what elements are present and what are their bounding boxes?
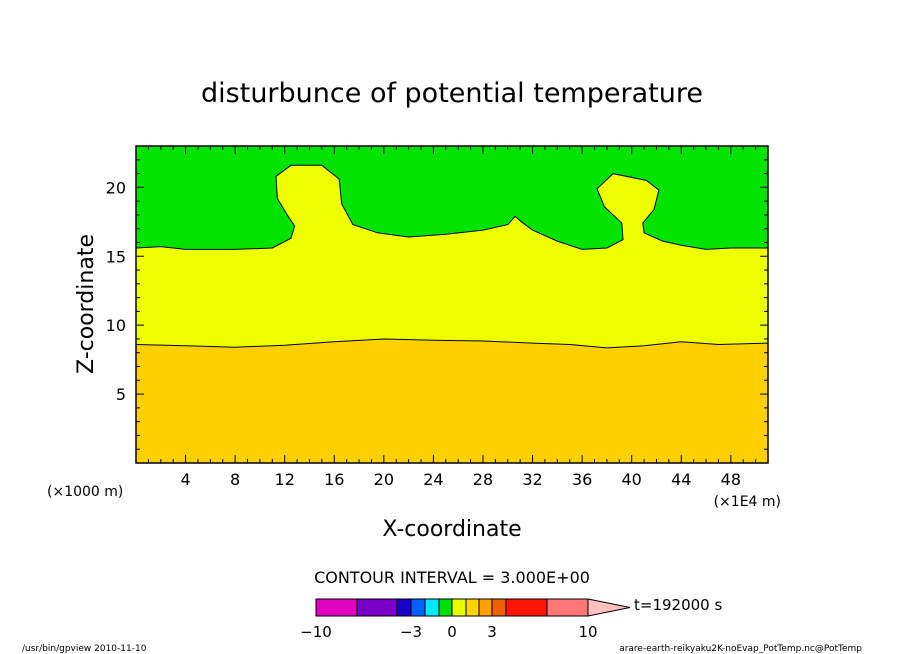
x-tick-label: 8 xyxy=(230,470,240,489)
footer-left: /usr/bin/gpview 2010-11-10 xyxy=(22,644,147,654)
x-unit-right: (×1E4 m) xyxy=(714,494,781,510)
region-lower xyxy=(136,339,768,463)
y-tick-label: 10 xyxy=(106,316,126,335)
colorbar-arrow xyxy=(587,598,631,617)
y-tick-label: 20 xyxy=(106,178,126,197)
colorbar: −10 −3 0 3 10 xyxy=(300,598,631,641)
y-tick-label: 5 xyxy=(116,385,126,404)
colorbar-tick-label: 0 xyxy=(447,623,457,641)
contour-interval-text: CONTOUR INTERVAL = 3.000E+00 xyxy=(314,568,590,587)
x-tick-label: 32 xyxy=(522,470,542,489)
plot-frame xyxy=(135,145,769,464)
x-tick-label: 16 xyxy=(324,470,344,489)
colorbar-segment xyxy=(410,598,426,617)
x-tick-label: 24 xyxy=(423,470,443,489)
time-label: t=192000 s xyxy=(634,596,722,614)
x-tick-label: 44 xyxy=(671,470,691,489)
x-axis-label: X-coordinate xyxy=(382,517,521,542)
x-unit-left: (×1000 m) xyxy=(47,484,123,500)
colorbar-segment xyxy=(424,598,440,617)
colorbar-segment xyxy=(465,598,480,617)
contour-line-upper xyxy=(135,164,768,250)
x-tick-label: 20 xyxy=(374,470,394,489)
colorbar-tick-label: 10 xyxy=(578,623,597,641)
chart-title: disturbunce of potential temperature xyxy=(201,78,703,109)
colorbar-tick-label: −3 xyxy=(400,623,422,641)
colorbar-tick-label: 3 xyxy=(487,623,497,641)
x-tick-label: 12 xyxy=(275,470,295,489)
colorbar-segment xyxy=(505,598,548,617)
colorbar-segment xyxy=(356,598,398,617)
colorbar-segment xyxy=(451,598,467,617)
y-tick-label: 15 xyxy=(106,247,126,266)
x-tick-label: 40 xyxy=(622,470,642,489)
footer-right: arare-earth-reikyaku2K-noEvap_PotTemp.nc… xyxy=(619,644,862,654)
x-tick-label: 28 xyxy=(473,470,493,489)
colorbar-segment xyxy=(478,598,493,617)
x-tick-label: 36 xyxy=(572,470,592,489)
colorbar-segment xyxy=(491,598,507,617)
contour-line-lower xyxy=(135,338,769,349)
colorbar-segment xyxy=(396,598,412,617)
colorbar-segment xyxy=(315,598,358,617)
colorbar-tick-label: −10 xyxy=(300,623,332,641)
x-tick-label: 48 xyxy=(721,470,741,489)
y-axis-label: Z-coordinate xyxy=(74,234,99,374)
colorbar-segment xyxy=(438,598,453,617)
x-tick-label: 4 xyxy=(180,470,190,489)
colorbar-segment xyxy=(546,598,589,617)
